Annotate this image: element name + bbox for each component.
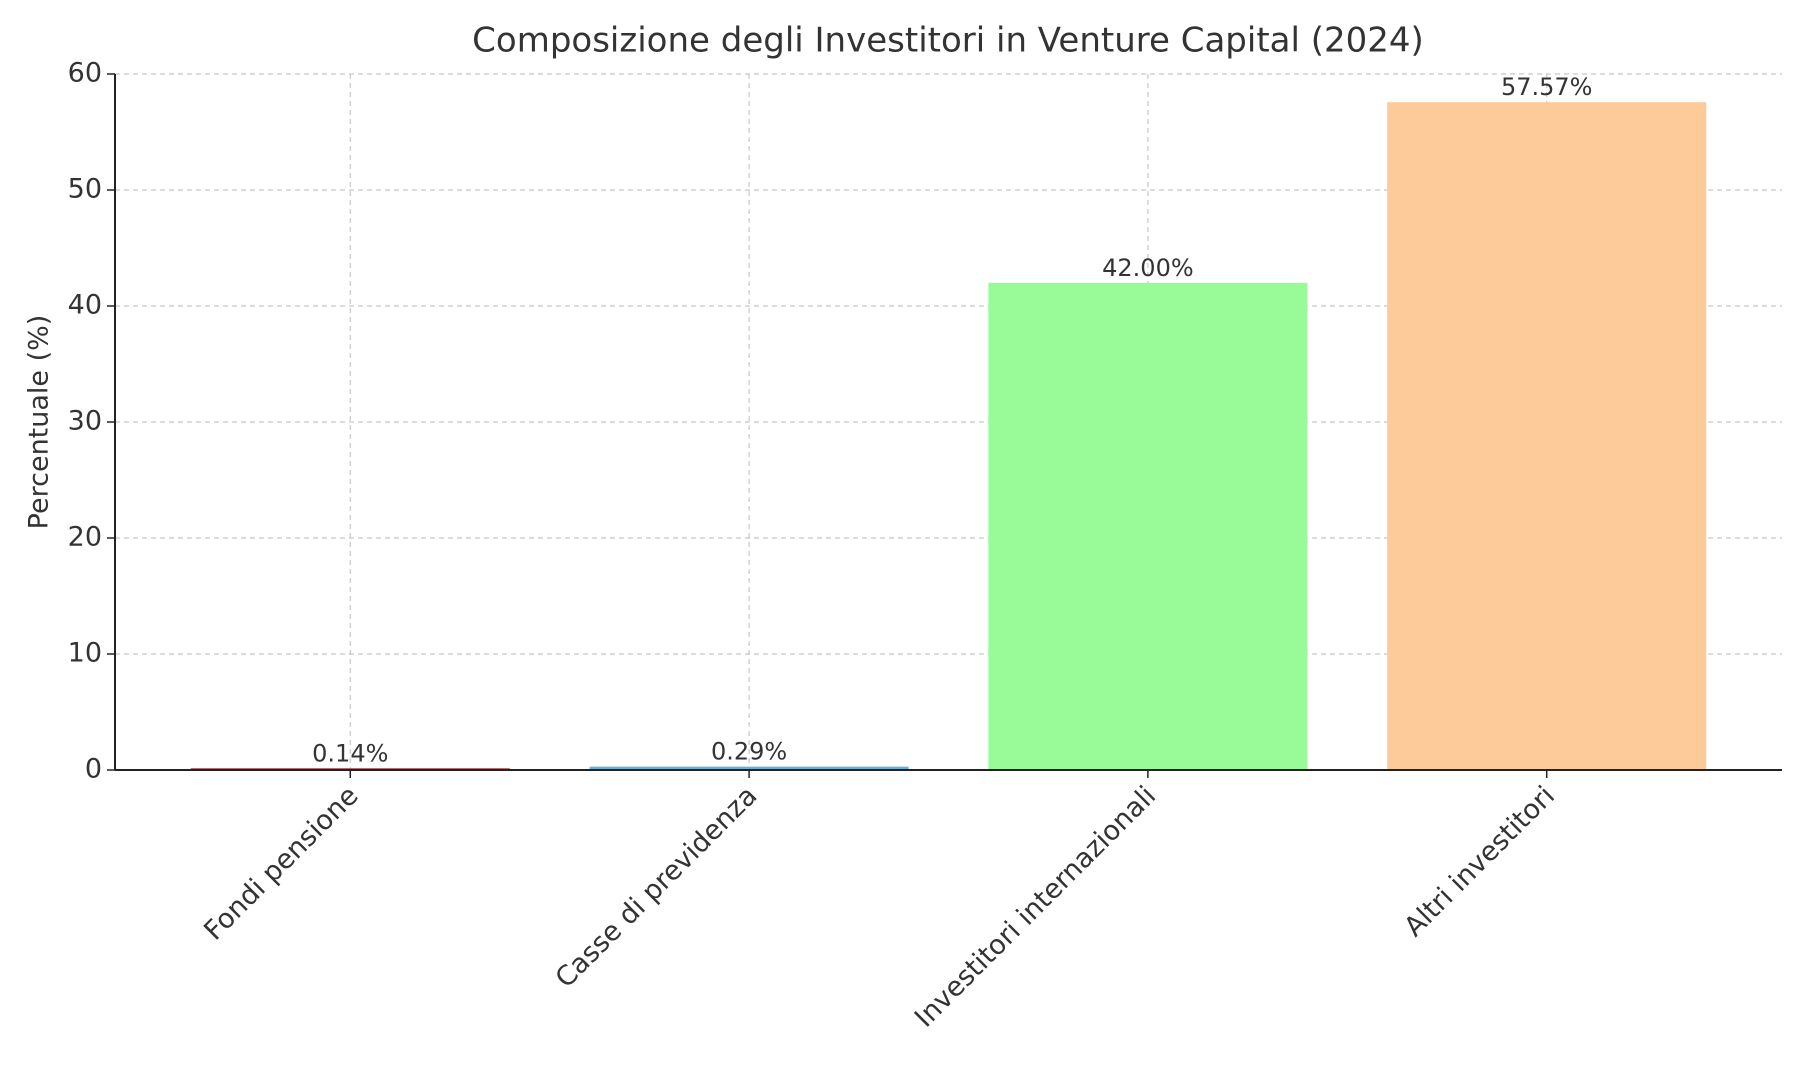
y-tick-label: 40 xyxy=(68,290,102,321)
y-tick-label: 10 xyxy=(68,638,102,669)
y-tick-label: 50 xyxy=(68,174,102,205)
bar xyxy=(1387,102,1707,771)
y-axis-label: Percentuale (%) xyxy=(24,315,55,530)
x-tick-label: Fondi pensione xyxy=(198,780,364,946)
x-tick-label: Altri investitori xyxy=(1398,780,1561,943)
chart-title: Composizione degli Investitori in Ventur… xyxy=(472,21,1424,61)
bar xyxy=(988,282,1308,770)
x-tick-label: Casse di previdenza xyxy=(550,780,764,994)
y-tick-label: 60 xyxy=(68,58,102,89)
y-tick-label: 20 xyxy=(68,522,102,553)
value-label: 0.14% xyxy=(312,739,388,767)
y-tick-label: 30 xyxy=(68,406,102,437)
y-tick-label: 0 xyxy=(85,754,102,785)
value-label: 57.57% xyxy=(1501,73,1593,101)
x-tick-label: Investitori internazionali xyxy=(909,780,1162,1033)
value-label: 0.29% xyxy=(711,738,787,766)
value-label: 42.00% xyxy=(1102,254,1194,282)
bar xyxy=(589,766,909,770)
